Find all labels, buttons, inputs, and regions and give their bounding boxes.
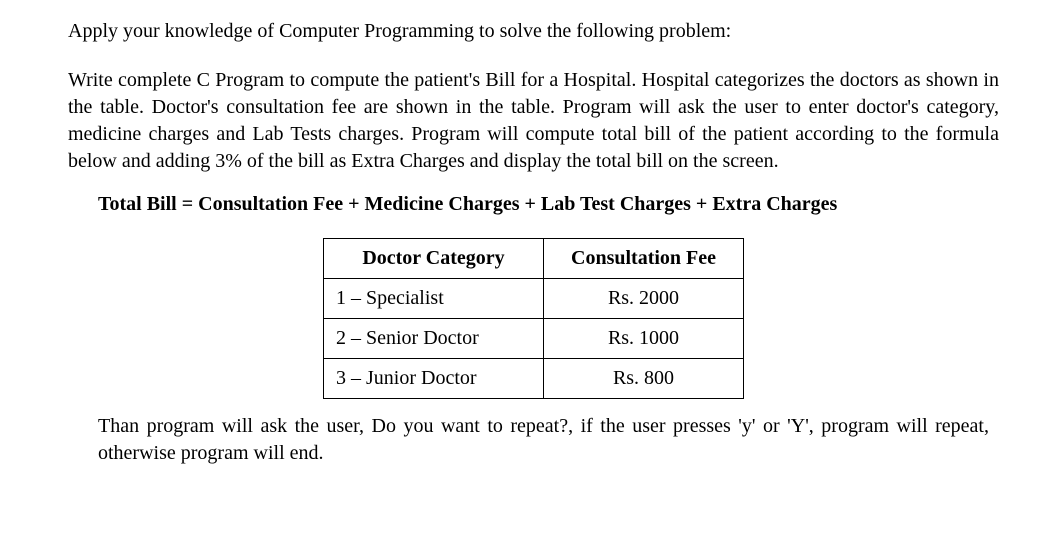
table-row: 1 – Specialist Rs. 2000	[324, 279, 744, 319]
header-fee: Consultation Fee	[544, 239, 744, 279]
cell-fee: Rs. 1000	[544, 319, 744, 359]
cell-category: 2 – Senior Doctor	[324, 319, 544, 359]
fee-table-wrap: Doctor Category Consultation Fee 1 – Spe…	[68, 238, 999, 399]
cell-fee: Rs. 800	[544, 359, 744, 399]
formula-line: Total Bill = Consultation Fee + Medicine…	[98, 191, 999, 218]
cell-fee: Rs. 2000	[544, 279, 744, 319]
intro-text: Apply your knowledge of Computer Program…	[68, 18, 999, 45]
table-header-row: Doctor Category Consultation Fee	[324, 239, 744, 279]
table-row: 3 – Junior Doctor Rs. 800	[324, 359, 744, 399]
fee-table: Doctor Category Consultation Fee 1 – Spe…	[323, 238, 744, 399]
cell-category: 3 – Junior Doctor	[324, 359, 544, 399]
main-paragraph: Write complete C Program to compute the …	[68, 67, 999, 175]
closing-paragraph: Than program will ask the user, Do you w…	[98, 413, 989, 467]
cell-category: 1 – Specialist	[324, 279, 544, 319]
header-category: Doctor Category	[324, 239, 544, 279]
table-row: 2 – Senior Doctor Rs. 1000	[324, 319, 744, 359]
